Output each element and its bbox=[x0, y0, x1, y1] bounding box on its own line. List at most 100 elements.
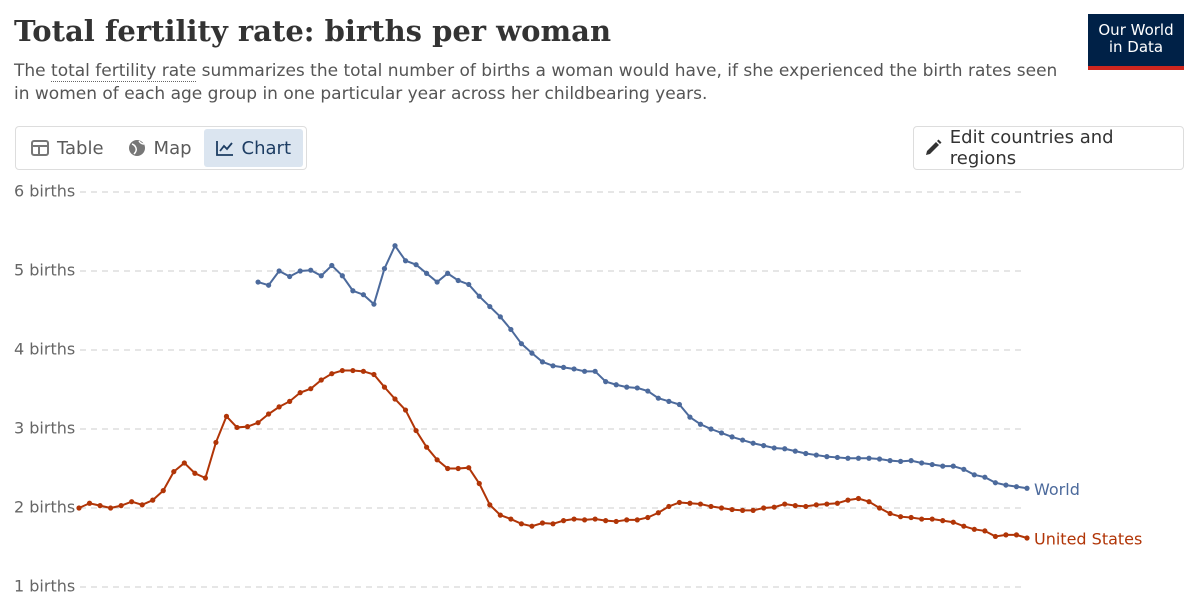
point bbox=[550, 363, 556, 369]
point bbox=[424, 270, 430, 276]
y-tick-label: 5 births bbox=[14, 261, 75, 280]
subtitle-text: The bbox=[14, 61, 52, 81]
point bbox=[223, 413, 230, 419]
point bbox=[139, 502, 145, 508]
point bbox=[803, 450, 809, 457]
line bbox=[257, 243, 1028, 490]
point bbox=[824, 501, 830, 507]
point bbox=[571, 516, 577, 522]
point bbox=[792, 448, 798, 454]
point bbox=[255, 279, 261, 285]
point bbox=[466, 281, 472, 288]
point bbox=[845, 497, 851, 503]
point bbox=[1013, 532, 1020, 538]
point bbox=[687, 500, 693, 506]
point bbox=[413, 427, 419, 434]
point bbox=[266, 282, 272, 288]
point bbox=[329, 262, 335, 269]
point bbox=[876, 456, 883, 462]
point bbox=[129, 499, 135, 505]
subtitle-text: summarizes the total number of births a … bbox=[14, 61, 1058, 104]
point bbox=[529, 523, 535, 529]
point bbox=[655, 510, 661, 516]
point bbox=[655, 395, 661, 401]
point bbox=[834, 454, 841, 461]
point bbox=[118, 503, 124, 509]
point bbox=[992, 533, 999, 540]
point bbox=[497, 314, 503, 320]
point bbox=[434, 279, 440, 285]
edit-button[interactable]: Edit countries and regions bbox=[913, 126, 1184, 170]
point bbox=[855, 495, 862, 502]
point bbox=[750, 507, 756, 513]
point bbox=[466, 465, 472, 471]
point bbox=[371, 371, 377, 378]
point bbox=[276, 268, 282, 274]
point bbox=[866, 455, 872, 461]
point bbox=[445, 465, 451, 472]
y-tick-label: 3 births bbox=[14, 419, 75, 438]
point bbox=[982, 474, 988, 480]
y-tick-label: 4 births bbox=[14, 340, 75, 359]
point bbox=[287, 398, 293, 404]
point bbox=[908, 514, 914, 521]
point bbox=[518, 341, 525, 347]
point bbox=[919, 516, 925, 522]
point bbox=[813, 502, 819, 508]
tab[interactable]: Table bbox=[19, 129, 116, 167]
point bbox=[624, 384, 630, 390]
point bbox=[287, 273, 293, 280]
point bbox=[371, 301, 377, 307]
point bbox=[213, 439, 219, 446]
point bbox=[603, 518, 609, 524]
point bbox=[318, 273, 324, 279]
logo[interactable]: Our World in Data bbox=[1088, 14, 1184, 70]
point bbox=[339, 367, 345, 374]
point bbox=[718, 505, 725, 511]
point bbox=[413, 262, 419, 268]
tab[interactable]: Map bbox=[116, 129, 204, 167]
point bbox=[876, 505, 883, 511]
point bbox=[782, 446, 788, 452]
point bbox=[971, 526, 977, 532]
point bbox=[1024, 485, 1030, 491]
point bbox=[729, 434, 735, 440]
point bbox=[771, 445, 777, 451]
tab[interactable]: Chart bbox=[203, 129, 304, 167]
point bbox=[687, 414, 693, 420]
point bbox=[308, 386, 314, 392]
point bbox=[150, 497, 156, 503]
tab-label: Map bbox=[153, 137, 192, 159]
point bbox=[487, 502, 493, 508]
point bbox=[740, 437, 746, 443]
point bbox=[613, 518, 619, 525]
point bbox=[529, 350, 535, 356]
point bbox=[497, 512, 503, 518]
point bbox=[971, 472, 977, 478]
point bbox=[898, 514, 904, 520]
point bbox=[276, 404, 282, 410]
point bbox=[97, 503, 103, 509]
point bbox=[234, 424, 240, 431]
y-tick-label: 2 births bbox=[14, 498, 75, 517]
point bbox=[402, 407, 409, 413]
point bbox=[782, 501, 788, 507]
point bbox=[866, 499, 872, 505]
icon bbox=[215, 141, 233, 156]
point bbox=[571, 366, 577, 372]
point bbox=[676, 401, 683, 408]
point bbox=[982, 528, 988, 534]
point bbox=[1024, 535, 1030, 541]
point bbox=[718, 430, 725, 436]
point bbox=[645, 388, 651, 394]
point bbox=[929, 516, 935, 522]
point bbox=[381, 266, 388, 272]
point bbox=[676, 499, 683, 506]
point bbox=[697, 421, 704, 427]
point bbox=[244, 424, 251, 430]
logo-text: Our World bbox=[1098, 21, 1174, 39]
point bbox=[898, 458, 904, 464]
subtitle-link[interactable]: total fertility rate bbox=[51, 61, 197, 82]
point bbox=[255, 420, 261, 426]
